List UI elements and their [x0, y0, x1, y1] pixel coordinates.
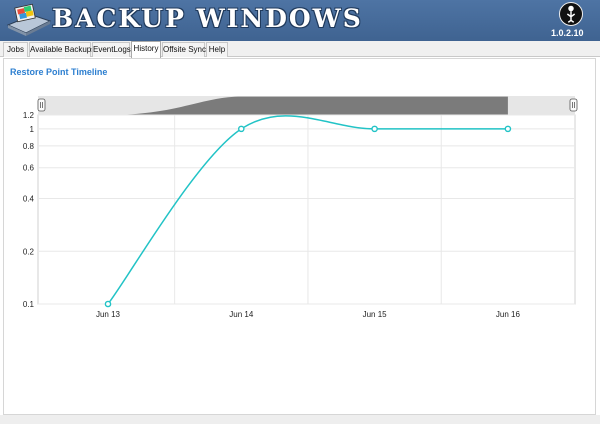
series-line — [107, 115, 508, 305]
y-tick-label: 0.2 — [23, 247, 35, 256]
y-tick-label: 0.1 — [23, 300, 35, 309]
y-tick-label: 0.4 — [23, 195, 35, 204]
y-tick-label: 0.6 — [23, 164, 35, 173]
tab-history[interactable]: History — [131, 41, 161, 58]
data-point — [237, 125, 245, 133]
title-bar: BACKUP WINDOWS 1.0.2.10 — [0, 0, 600, 41]
tab-jobs[interactable]: Jobs — [3, 42, 28, 57]
version-label: 1.0.2.10 — [551, 28, 584, 38]
navigator-area — [108, 96, 508, 115]
data-point — [104, 300, 112, 308]
plot-border — [37, 114, 576, 305]
y-tick-label: 1 — [30, 125, 35, 134]
plot-area: 0.1 0.2 0.4 0.6 0.8 1 1.2 Jun 13 Jun 14 Jun 15 Jun… — [23, 111, 576, 319]
navigator-right-handle[interactable] — [569, 98, 578, 112]
x-tick-label: Jun 15 — [363, 310, 388, 319]
tab-offsite-sync[interactable]: Offsite Sync — [162, 42, 206, 57]
x-tick-label: Jun 16 — [496, 310, 521, 319]
navigator-left-handle[interactable] — [37, 98, 46, 112]
x-tick-label: Jun 13 — [96, 310, 121, 319]
timeline-navigator[interactable] — [37, 96, 578, 115]
tab-bar: Jobs Available Backups EventLogs History… — [0, 41, 600, 58]
panel-title: Restore Point Timeline — [10, 67, 108, 77]
tree-person-icon — [559, 2, 583, 26]
data-point — [371, 125, 378, 133]
y-tick-label: 0.8 — [23, 142, 35, 151]
status-bar — [0, 415, 600, 424]
backup-drive-icon — [6, 3, 52, 36]
tab-available-backups[interactable]: Available Backups — [29, 42, 95, 57]
x-tick-label: Jun 14 — [229, 310, 254, 319]
tab-eventlogs[interactable]: EventLogs — [92, 42, 131, 57]
app-title: BACKUP WINDOWS — [52, 4, 363, 33]
tab-help[interactable]: Help — [206, 42, 228, 57]
y-tick-label: 1.2 — [23, 111, 35, 120]
data-point — [504, 125, 512, 133]
